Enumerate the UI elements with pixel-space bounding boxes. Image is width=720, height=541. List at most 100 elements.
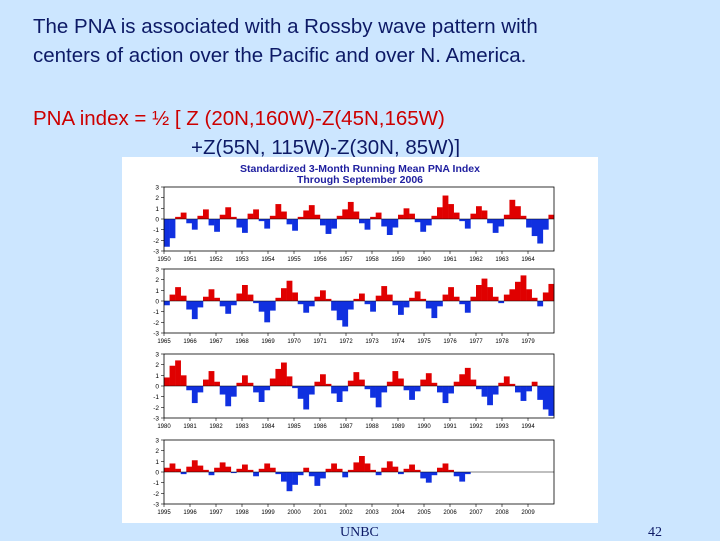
index-bar: [453, 296, 460, 301]
index-bar: [442, 386, 449, 404]
index-bar: [186, 466, 193, 472]
index-bar: [453, 472, 460, 477]
chart-subtitle: Through September 2006: [297, 174, 423, 186]
y-tick-label: 2: [155, 277, 159, 284]
x-tick-label: 1994: [521, 424, 535, 430]
y-tick-label: -3: [153, 331, 159, 338]
index-bar: [242, 285, 248, 301]
index-bar: [364, 219, 371, 230]
index-bar: [503, 376, 510, 386]
index-bar: [464, 219, 471, 229]
x-tick-label: 2006: [443, 510, 457, 516]
y-tick-label: -1: [153, 480, 159, 487]
index-bar: [437, 467, 443, 472]
index-bar: [331, 219, 337, 229]
index-bar: [208, 472, 215, 476]
index-bar: [464, 367, 471, 386]
index-bar: [180, 375, 187, 386]
index-bar: [386, 294, 393, 301]
y-tick-label: 3: [155, 438, 159, 445]
index-bar: [542, 219, 549, 230]
x-tick-label: 2002: [339, 510, 353, 516]
index-bar: [219, 301, 226, 307]
index-bar: [225, 301, 232, 314]
index-bar: [214, 467, 220, 472]
index-bar: [275, 297, 282, 301]
index-bar: [498, 301, 505, 304]
index-bar: [409, 297, 415, 301]
index-bar: [353, 372, 360, 386]
x-tick-label: 1963: [495, 257, 509, 263]
index-bar: [470, 213, 477, 219]
index-bar: [342, 472, 349, 478]
index-bar: [292, 292, 298, 301]
index-bar: [498, 382, 505, 386]
index-bar: [314, 296, 321, 301]
index-bar: [526, 289, 532, 301]
chart-title: Standardized 3-Month Running Mean PNA In…: [240, 163, 480, 175]
index-bar: [403, 386, 410, 391]
index-bar: [325, 468, 332, 472]
index-bar: [225, 466, 232, 472]
index-bar: [303, 467, 310, 472]
index-bar: [487, 219, 493, 224]
index-bar: [437, 301, 443, 307]
index-bar: [191, 386, 198, 404]
y-tick-label: 3: [155, 185, 159, 192]
index-bar: [320, 290, 326, 301]
index-bar: [453, 212, 460, 219]
index-bar: [308, 205, 315, 219]
x-tick-label: 1957: [339, 257, 353, 263]
y-tick-label: -1: [153, 394, 159, 401]
index-bar: [180, 472, 187, 475]
index-bar: [448, 469, 454, 472]
index-bar: [325, 298, 332, 301]
index-bar: [375, 212, 382, 219]
index-bar: [253, 472, 259, 477]
index-bar: [375, 295, 382, 301]
y-tick-label: 3: [155, 352, 159, 359]
index-bar: [509, 199, 516, 219]
index-bar: [431, 301, 438, 319]
index-bar: [236, 219, 243, 228]
index-bar: [386, 461, 393, 472]
y-tick-label: 1: [155, 373, 159, 380]
x-tick-label: 1986: [313, 424, 327, 430]
index-bar: [264, 463, 271, 472]
x-tick-label: 1969: [261, 339, 275, 345]
y-tick-label: -2: [153, 405, 159, 412]
x-tick-label: 2000: [287, 510, 301, 516]
y-tick-label: 2: [155, 448, 159, 455]
index-bar: [203, 209, 209, 219]
index-bar: [359, 379, 365, 386]
x-tick-label: 1960: [417, 257, 431, 263]
index-bar: [548, 386, 555, 416]
index-bar: [370, 386, 376, 398]
x-tick-label: 1958: [365, 257, 379, 263]
index-bar: [414, 219, 421, 223]
y-tick-label: 0: [155, 470, 159, 477]
index-bar: [515, 206, 521, 219]
x-tick-label: 1974: [391, 339, 405, 345]
index-bar: [258, 468, 265, 472]
index-bar: [264, 301, 271, 323]
index-bar: [336, 215, 343, 219]
index-bar: [230, 301, 237, 306]
index-bar: [409, 464, 415, 472]
index-bar: [442, 463, 449, 472]
x-tick-label: 2009: [521, 510, 535, 516]
index-bar: [425, 373, 432, 386]
index-bar: [286, 376, 293, 386]
x-tick-label: 1995: [157, 510, 171, 516]
index-bar: [275, 204, 282, 219]
index-bar: [253, 386, 259, 393]
index-bar: [331, 463, 337, 472]
index-bar: [292, 219, 298, 231]
index-bar: [169, 365, 176, 386]
y-tick-label: 1: [155, 288, 159, 295]
index-bar: [214, 219, 220, 232]
x-tick-label: 1954: [261, 257, 275, 263]
x-tick-label: 1977: [469, 339, 483, 345]
index-bar: [236, 293, 243, 301]
